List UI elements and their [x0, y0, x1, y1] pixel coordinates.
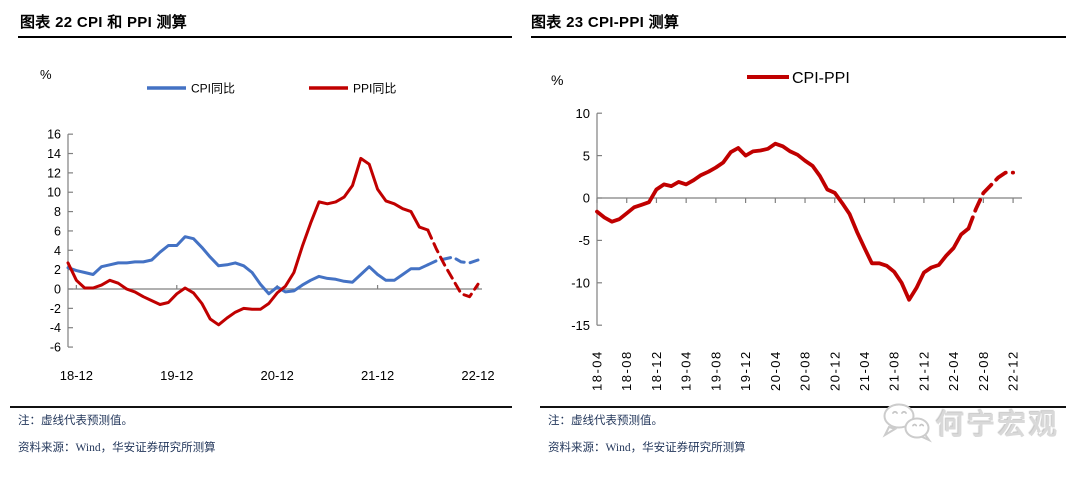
chart23-title-rule	[531, 36, 1066, 38]
chart23-title: 图表 23 CPI-PPI 测算	[531, 14, 680, 31]
watermark-text: 何宁宏观	[936, 409, 1061, 440]
svg-text:6: 6	[54, 224, 61, 238]
chart22-title-rule	[18, 36, 512, 38]
chart-cpi-and-ppi: 16 14 12 10 8 6 4 2 0 -2 -4 -6 18-12 19-12 20-12 21-12 2…	[47, 81, 495, 383]
svg-text:10: 10	[576, 106, 590, 121]
chart22-note: 注：虚线代表预测值。	[18, 415, 133, 427]
chart23-source: 资料来源：Wind，华安证券研究所测算	[548, 442, 746, 454]
svg-text:-4: -4	[50, 321, 61, 335]
svg-text:21-04: 21-04	[857, 350, 872, 391]
svg-text:18-04: 18-04	[590, 350, 605, 391]
chart22-note-rule	[10, 406, 512, 408]
svg-text:CPI-PPI: CPI-PPI	[792, 70, 850, 87]
svg-text:4: 4	[54, 244, 61, 258]
svg-text:8: 8	[54, 205, 61, 219]
svg-text:22-04: 22-04	[946, 350, 961, 391]
svg-text:19-08: 19-08	[708, 350, 723, 391]
chart22-unit-label: %	[40, 67, 52, 82]
svg-text:5: 5	[583, 148, 590, 163]
svg-text:21-12: 21-12	[916, 350, 931, 391]
svg-text:20-04: 20-04	[768, 350, 783, 391]
svg-text:21-08: 21-08	[887, 350, 902, 391]
chart23-note: 注：虚线代表预测值。	[548, 415, 663, 427]
chart22-title: 图表 22 CPI 和 PPI 测算	[20, 14, 188, 31]
svg-text:20-08: 20-08	[798, 350, 813, 391]
svg-text:19-12: 19-12	[160, 368, 193, 383]
svg-text:16: 16	[47, 128, 61, 142]
svg-text:19-12: 19-12	[738, 350, 753, 391]
svg-text:18-12: 18-12	[60, 368, 93, 383]
chart23-unit-label: %	[551, 72, 564, 88]
svg-text:-2: -2	[50, 302, 61, 316]
svg-text:10: 10	[47, 186, 61, 200]
svg-text:12: 12	[47, 166, 61, 180]
svg-text:22-12: 22-12	[1006, 350, 1021, 391]
svg-text:20-12: 20-12	[827, 350, 842, 391]
chart22-source: 资料来源：Wind，华安证券研究所测算	[18, 442, 216, 454]
watermark: 何宁宏观	[880, 402, 1060, 444]
chart23-note-rule	[540, 406, 1066, 408]
chart-cpi-minus-ppi: 10 5 0 -5 -10 -15 18-04 18-08 18-12 19-04 19-08 19-…	[571, 70, 1022, 391]
svg-text:20-12: 20-12	[261, 368, 294, 383]
svg-text:-15: -15	[571, 318, 590, 333]
svg-text:CPI同比: CPI同比	[191, 81, 235, 95]
svg-text:2: 2	[54, 263, 61, 277]
svg-text:0: 0	[54, 283, 61, 297]
svg-text:14: 14	[47, 147, 61, 161]
wechat-icon	[882, 403, 932, 443]
svg-text:19-04: 19-04	[679, 350, 694, 391]
svg-text:0: 0	[583, 191, 590, 206]
svg-text:22-12: 22-12	[461, 368, 494, 383]
svg-text:18-12: 18-12	[649, 350, 664, 391]
svg-text:PPI同比: PPI同比	[353, 81, 396, 95]
svg-text:22-08: 22-08	[976, 350, 991, 391]
svg-text:-6: -6	[50, 341, 61, 355]
svg-text:18-08: 18-08	[619, 350, 634, 391]
svg-text:21-12: 21-12	[361, 368, 394, 383]
svg-text:-5: -5	[578, 233, 590, 248]
svg-text:-10: -10	[571, 275, 590, 290]
